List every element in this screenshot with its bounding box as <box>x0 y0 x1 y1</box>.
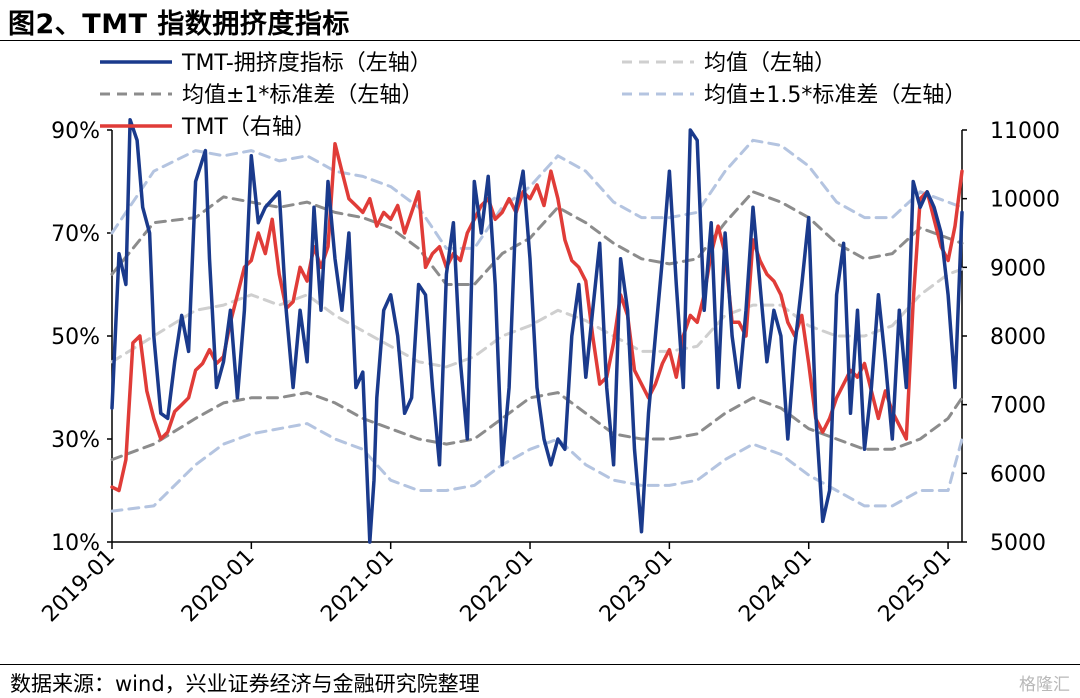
series-line-band1 <box>110 190 964 286</box>
title-divider <box>0 40 1080 41</box>
x-tick-label: 2022-01 <box>456 545 539 628</box>
x-tick-label: 2024-01 <box>734 545 817 628</box>
left-tick-label: 50% <box>51 325 100 350</box>
series-line-band15 <box>110 138 964 250</box>
left-tick-label: 10% <box>51 531 100 556</box>
figure-title: 图2、TMT 指数拥挤度指标 <box>8 9 350 40</box>
right-tick-label: 7000 <box>990 394 1046 419</box>
right-tick-label: 11000 <box>990 119 1060 144</box>
right-tick-label: 5000 <box>990 531 1046 556</box>
source-divider <box>0 664 1080 665</box>
x-tick-label: 2025-01 <box>874 545 957 628</box>
right-tick-label: 10000 <box>990 188 1060 213</box>
right-tick-label: 6000 <box>990 462 1046 487</box>
series-line-crowding <box>110 117 964 544</box>
x-tick-label: 2021-01 <box>316 545 399 628</box>
right-tick-label: 9000 <box>990 256 1046 281</box>
series-line-mean <box>110 267 964 369</box>
x-tick-label: 2019-01 <box>38 545 121 628</box>
left-tick-label: 30% <box>51 428 100 453</box>
series-layer <box>110 117 964 544</box>
legend: TMT-拥挤度指标（左轴） 均值（左轴） 均值±1*标准差（左轴） 均值±1.5*标准… <box>100 51 966 140</box>
watermark: 格隆汇 <box>1019 675 1070 695</box>
series-line-band15-1 <box>110 422 964 513</box>
x-tick-label: 2023-01 <box>595 545 678 628</box>
legend-label-mean: 均值（左轴） <box>704 51 836 76</box>
series-line-band1-1 <box>110 391 964 462</box>
legend-label-crowding: TMT-拥挤度指标（左轴） <box>181 51 432 76</box>
source-note: 数据来源：wind，兴业证券经济与金融研究院整理 <box>10 672 480 696</box>
legend-label-band1: 均值±1*标准差（左轴） <box>182 83 423 108</box>
left-tick-label: 90% <box>51 119 100 144</box>
right-tick-label: 8000 <box>990 325 1046 350</box>
x-tick-label: 2020-01 <box>177 545 260 628</box>
left-tick-label: 70% <box>51 222 100 247</box>
series-line-tmt <box>110 141 964 493</box>
legend-label-band15: 均值±1.5*标准差（左轴） <box>704 83 966 108</box>
legend-label-tmt: TMT（右轴） <box>181 115 316 140</box>
